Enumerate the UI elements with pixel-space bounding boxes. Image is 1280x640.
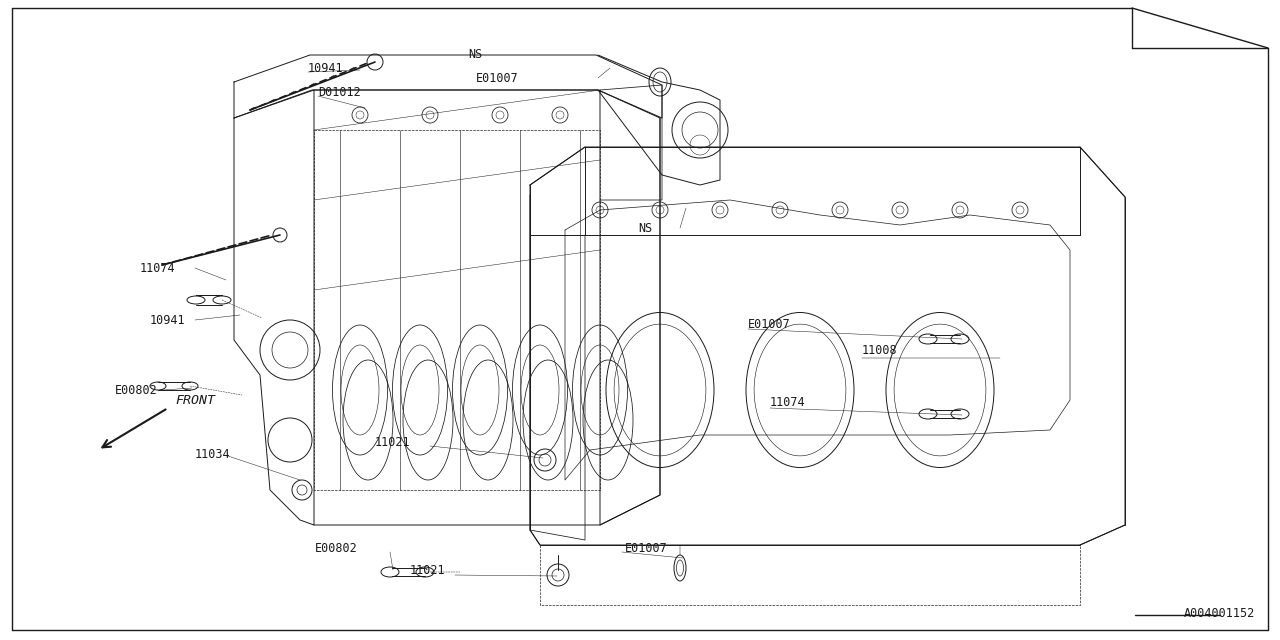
Text: 11074: 11074 [771,396,805,408]
Text: 10941: 10941 [308,61,343,74]
Text: E00802: E00802 [115,383,157,397]
Text: A004001152: A004001152 [1184,607,1254,620]
Text: 11074: 11074 [140,262,175,275]
Text: D01012: D01012 [317,86,361,99]
Text: FRONT: FRONT [175,394,215,406]
Text: E00802: E00802 [315,541,357,554]
Text: 11034: 11034 [195,449,230,461]
Text: NS: NS [468,49,483,61]
Text: 11008: 11008 [861,344,897,356]
Text: E01007: E01007 [625,541,668,554]
Text: 11021: 11021 [410,563,445,577]
Text: NS: NS [637,221,653,234]
Text: E01007: E01007 [476,72,518,84]
Text: E01007: E01007 [748,319,791,332]
Text: 10941: 10941 [150,314,186,326]
Text: 11021: 11021 [375,435,411,449]
